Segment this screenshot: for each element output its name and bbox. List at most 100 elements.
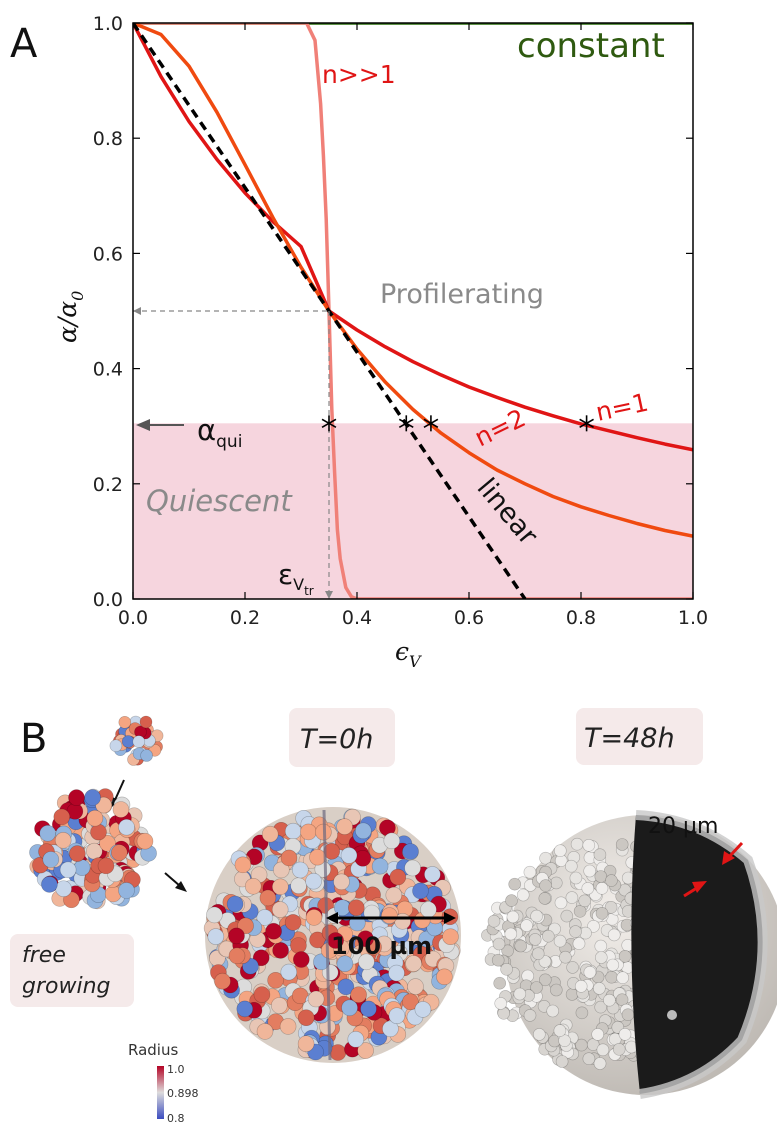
cell-sphere (383, 832, 401, 850)
y-tick-label: 0.0 (93, 589, 123, 611)
free-growing-cluster-image (29, 788, 157, 910)
cell-sphere (333, 873, 350, 891)
cell-sphere (402, 993, 419, 1011)
cell-sphere (582, 1052, 596, 1065)
cell-sphere (84, 789, 101, 806)
cell-sphere (549, 983, 563, 997)
cell-sphere (594, 939, 608, 953)
cell-sphere (244, 877, 262, 895)
cell-sphere (291, 861, 309, 879)
colorbar-tick-max: 1.0 (167, 1063, 185, 1076)
cell-sphere (300, 823, 317, 841)
cell-sphere (41, 876, 58, 893)
chart-a: 0.0 0.2 0.4 0.6 0.8 1.0 0.0 0.2 0.4 0.6 0.8 1.0 Pro… (53, 13, 708, 671)
cell-sphere (436, 968, 453, 986)
cell-sphere (402, 843, 419, 860)
cell-sphere (607, 928, 621, 942)
cell-sphere (86, 809, 104, 827)
svg-text:α/α0: α/α0 (53, 291, 87, 343)
scale-100-label: 100 µm (331, 932, 432, 960)
series-line-n-1 (133, 23, 693, 599)
t48-spheroid-image (481, 810, 777, 1099)
cell-sphere (573, 904, 587, 918)
cell-sphere (226, 895, 244, 913)
cell-sphere (554, 896, 568, 910)
cell-sphere (280, 963, 298, 981)
cell-sphere (538, 892, 552, 905)
free-growing-line2: growing (22, 974, 111, 999)
cell-sphere (593, 848, 607, 862)
cell-sphere (252, 949, 270, 967)
cell-sphere (621, 1008, 635, 1022)
cell-sphere (206, 906, 223, 924)
cell-sphere (54, 831, 72, 849)
cell-sphere (442, 928, 459, 946)
cell-sphere (520, 919, 533, 932)
eps-vtr-arrowhead (325, 591, 333, 599)
cell-sphere (404, 859, 421, 877)
eps-vtr-symbol: ε (278, 558, 293, 591)
cell-sphere (538, 973, 552, 987)
cell-sphere (523, 1009, 537, 1022)
eps-vtr-sub-tr: tr (304, 584, 314, 598)
svg-text:εVtr: εVtr (278, 558, 314, 598)
cell-sphere (63, 891, 80, 909)
cell-sphere (616, 971, 630, 985)
plot-frame (132, 22, 694, 600)
colorbar-tick-min: 0.8 (167, 1112, 185, 1125)
cell-sphere (321, 964, 339, 981)
cell-sphere (336, 818, 353, 835)
cell-sphere (594, 951, 608, 964)
cell-sphere (532, 1028, 546, 1041)
cell-sphere (504, 927, 518, 941)
cell-sphere (606, 958, 620, 972)
cell-sphere (97, 857, 115, 875)
cell-sphere (234, 856, 252, 874)
cell-sphere (259, 889, 277, 907)
cell-sphere (39, 824, 57, 842)
cell-sphere (596, 1043, 610, 1057)
cell-sphere (592, 982, 606, 995)
cell-sphere (566, 961, 579, 974)
x-axis-label: ϵ (395, 637, 409, 666)
cell-sphere (538, 955, 552, 968)
n1-label: n=1 (593, 388, 651, 427)
cell-sphere (309, 931, 326, 949)
constant-label: constant (517, 26, 665, 66)
cell-sphere (279, 1018, 297, 1035)
cell-sphere (594, 870, 608, 883)
cell-sphere (618, 1028, 632, 1041)
cell-sphere (228, 947, 246, 965)
cell-sphere (500, 962, 513, 976)
y-tick-label: 0.4 (93, 359, 123, 381)
free-growing-line1: free (22, 943, 66, 968)
alpha-qui-subscript: qui (216, 432, 242, 452)
svg-text:αqui: αqui (197, 413, 242, 452)
series-line-n-1 (133, 23, 693, 452)
alpha-qui-symbol: α (197, 413, 216, 447)
cell-sphere (555, 1055, 569, 1068)
cell-sphere (560, 909, 574, 923)
panel-b-letter: B (20, 716, 47, 762)
cell-sphere (595, 906, 609, 920)
y-tick-label: 0.6 (93, 243, 123, 265)
panel-a-letter: A (10, 21, 38, 67)
cell-sphere (256, 1023, 274, 1040)
scale-20-label: 20 µm (648, 814, 718, 839)
seed-cluster-image (109, 715, 164, 766)
cell-sphere (593, 1057, 607, 1070)
cell-sphere (553, 844, 567, 858)
quiescent-label: Quiescent (146, 484, 293, 518)
y-tick-label: 1.0 (93, 13, 123, 35)
cell-sphere (118, 818, 135, 836)
cell-sphere (531, 947, 545, 961)
cell-sphere (69, 845, 86, 862)
cell-sphere (292, 951, 310, 968)
cell-sphere (541, 929, 555, 943)
cell-sphere (297, 1009, 315, 1027)
cell-sphere (492, 937, 506, 951)
t48-label: T=48h (584, 723, 675, 754)
cell-sphere (493, 976, 507, 990)
cell-sphere (99, 834, 116, 852)
